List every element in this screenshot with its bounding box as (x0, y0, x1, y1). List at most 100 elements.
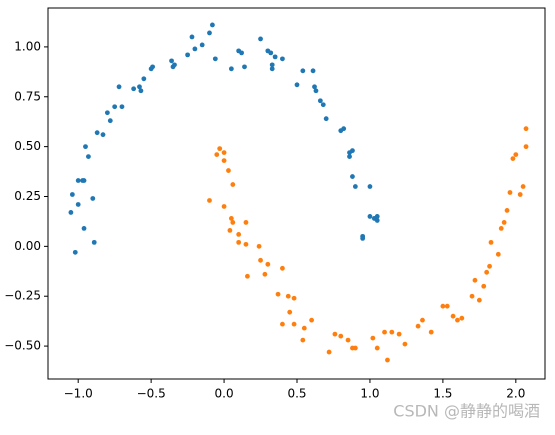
scatter-point (265, 261, 271, 267)
scatter-point (309, 317, 314, 323)
scatter-point (385, 357, 390, 363)
scatter-point (228, 66, 234, 72)
x-tick-label: 1.0 (360, 387, 379, 401)
scatter-point (469, 293, 475, 299)
scatter-point (291, 295, 297, 301)
scatter-point (131, 86, 137, 92)
scatter-point (323, 116, 329, 122)
scatter-point (230, 182, 236, 187)
scatter-point (345, 337, 351, 343)
scatter-point (268, 50, 274, 56)
scatter-point (275, 291, 281, 297)
scatter-point (374, 214, 380, 219)
y-tick-label: 0.75 (14, 89, 41, 103)
scatter-point (104, 110, 110, 116)
scatter-point (189, 34, 195, 40)
scatter-point (116, 84, 122, 90)
scatter-point (217, 146, 223, 152)
x-tick-label: 1.5 (433, 387, 452, 401)
scatter-point (258, 36, 263, 42)
scatter-point (510, 156, 516, 161)
scatter-point (523, 126, 529, 132)
scatter-point (137, 84, 142, 90)
scatter-point (150, 64, 155, 70)
scatter-point (294, 82, 300, 88)
y-tick-label: 0.00 (14, 239, 41, 253)
scatter-point (169, 58, 174, 64)
y-tick-label: 0.50 (14, 139, 41, 153)
scatter-point (272, 54, 278, 60)
scatter-point (350, 148, 355, 154)
scatter-point (210, 22, 215, 28)
scatter-point (72, 249, 78, 255)
scatter-point (312, 84, 317, 90)
scatter-point (192, 46, 198, 52)
scatter-point (501, 220, 507, 225)
scatter-point (517, 192, 523, 197)
scatter-point (459, 315, 465, 321)
scatter-point (269, 66, 275, 72)
scatter-point (221, 204, 227, 209)
scatter-point (280, 265, 285, 271)
scatter-point (227, 228, 233, 233)
scatter-point (81, 226, 87, 231)
scatter-point (481, 283, 487, 289)
scatter-point (75, 178, 81, 183)
scatter-point (112, 104, 118, 110)
scatter-point (484, 269, 490, 275)
scatter-point (326, 349, 332, 355)
scatter-point (91, 239, 97, 245)
scatter-point (495, 251, 501, 257)
scatter-point (280, 56, 285, 62)
scatter-point (239, 50, 244, 56)
scatter-point (382, 329, 387, 335)
scatter-point (228, 216, 234, 221)
scatter-point (245, 273, 250, 279)
scatter-point (100, 132, 106, 138)
scatter-point (258, 257, 263, 263)
scatter-point (75, 202, 81, 207)
scatter-point (221, 150, 227, 156)
scatter-point (450, 313, 456, 319)
watermark: CSDN @静静的喝酒 (393, 402, 540, 421)
scatter-point (199, 42, 205, 48)
scatter-point (507, 190, 513, 195)
scatter-point (285, 293, 291, 299)
scatter-point (476, 297, 482, 303)
scatter-point (207, 198, 212, 203)
plot-frame (47, 7, 546, 380)
scatter-point (94, 130, 100, 136)
scatter-point (310, 68, 316, 74)
x-tick-label: 2.0 (506, 387, 525, 401)
scatter-point (352, 184, 358, 189)
scatter-point (350, 174, 355, 179)
scatter-point (420, 317, 425, 323)
scatter-point (300, 68, 306, 74)
scatter-point (367, 214, 373, 219)
scatter-point (291, 321, 297, 327)
scatter-point (367, 184, 373, 189)
y-tick-label: −0.25 (4, 289, 41, 303)
scatter-point (119, 104, 125, 110)
scatter-point (212, 56, 218, 62)
scatter-point (214, 152, 220, 158)
scatter-point (172, 62, 177, 68)
scatter-point (68, 210, 74, 215)
scatter-point (472, 277, 478, 283)
scatter-point (317, 98, 323, 104)
scatter-point (370, 335, 376, 341)
scatter-point (107, 118, 113, 124)
scatter-point (230, 220, 236, 225)
scatter-point (347, 154, 352, 159)
scatter-point (69, 192, 75, 197)
x-tick-label: 0.0 (215, 387, 234, 401)
scatter-point (300, 337, 306, 343)
scatter-point (236, 239, 242, 245)
scatter-point (440, 303, 446, 309)
scatter-point (301, 325, 307, 331)
scatter-point (396, 331, 402, 337)
scatter-point (320, 102, 326, 108)
scatter-point (207, 30, 212, 36)
scatter-point (455, 317, 460, 323)
